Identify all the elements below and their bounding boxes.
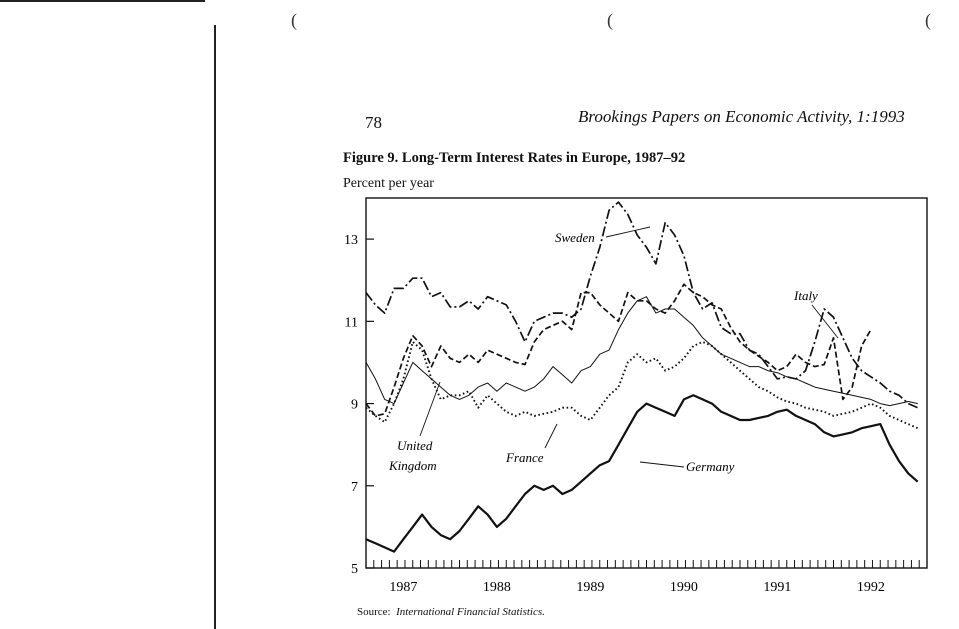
x-axis: 1987 1988 1989 1990 1991 1992	[389, 580, 885, 595]
leader-sweden	[605, 226, 651, 238]
x-tick-label: 1988	[483, 580, 511, 595]
leader-france	[544, 423, 558, 449]
source-note: Source: International Financial Statisti…	[357, 606, 545, 618]
y-tick-label: 13	[344, 233, 358, 248]
y-axis: 5 7 9 11 13	[344, 233, 374, 577]
x-tick-label: 1992	[857, 580, 885, 595]
figure-title: Figure 9. Long-Term Interest Rates in Eu…	[343, 150, 686, 166]
x-tick-label: 1991	[763, 580, 791, 595]
x-tick-label: 1990	[670, 580, 698, 595]
label-sweden: Sweden	[555, 230, 595, 245]
series-line-sweden	[365, 201, 919, 409]
series-line-germany	[365, 394, 919, 553]
registration-mark: (	[925, 10, 931, 30]
leader-united-kingdom	[419, 381, 441, 437]
running-head: Brookings Papers on Economic Activity, 1…	[578, 107, 905, 126]
label-france: France	[505, 450, 544, 465]
x-tick-label: 1989	[576, 580, 604, 595]
source-text: International Financial Statistics.	[396, 606, 545, 618]
x-minor-ticks	[365, 560, 928, 568]
plot-frame	[365, 197, 928, 569]
label-united: United	[397, 438, 433, 453]
leader-germany	[639, 461, 685, 468]
source-prefix: Source:	[357, 606, 391, 618]
label-germany: Germany	[686, 459, 735, 474]
y-tick-label: 7	[351, 480, 358, 495]
scan-edge-rule-top	[0, 0, 205, 2]
series-line-united-kingdom	[365, 296, 918, 407]
y-tick-label: 5	[351, 562, 358, 577]
y-tick-label: 9	[351, 398, 358, 413]
scan-edge-rule-left	[214, 25, 216, 629]
series-annotations: Sweden Italy United Kingdom France Germany	[388, 230, 818, 474]
leader-italy	[811, 304, 839, 339]
y-tick-label: 11	[345, 315, 358, 330]
label-italy: Italy	[793, 288, 818, 303]
label-leader-lines	[419, 226, 839, 468]
registration-mark: (	[607, 10, 613, 30]
series-lines	[365, 201, 919, 553]
x-tick-label: 1987	[389, 580, 417, 595]
page-number: 78	[365, 113, 382, 132]
y-axis-unit-label: Percent per year	[343, 176, 434, 191]
registration-mark: (	[291, 10, 297, 30]
series-line-france	[365, 340, 919, 430]
series-line-italy	[365, 283, 872, 417]
label-kingdom: Kingdom	[388, 458, 437, 473]
